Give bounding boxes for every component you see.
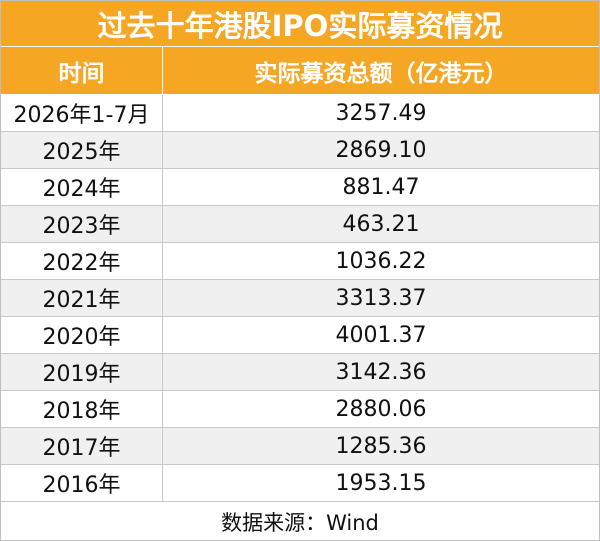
period-cell: 2019年 [1, 354, 163, 390]
table-row: 2023年 463.21 [1, 206, 599, 243]
period-cell: 2025年 [1, 132, 163, 168]
header-cell: 实际募资总额（亿港元） [254, 60, 508, 87]
period-cell: 2021年 [1, 280, 163, 316]
period-cell: 2017年 [1, 428, 163, 464]
table-row: 2025年 2869.10 [1, 132, 599, 169]
value-cell: 3313.37 [335, 285, 427, 311]
table: 时间 实际募资总额（亿港元） 2026年1-7月 3257.49 2025年 2869.1… [1, 47, 599, 502]
table-row: 2026年1-7月 3257.49 [1, 95, 599, 132]
value-cell: 1953.15 [335, 470, 427, 496]
period-cell: 2016年 [1, 465, 163, 501]
title: 过去十年港股IPO实际募资情况 [1, 1, 599, 47]
value-cell: 2869.10 [335, 137, 427, 163]
header-cell: 时间 [1, 47, 163, 94]
table-row: 2021年 3313.37 [1, 280, 599, 317]
table-row: 2018年 2880.06 [1, 391, 599, 428]
value-cell: 1285.36 [335, 433, 427, 459]
value-cell: 463.21 [342, 211, 420, 237]
period-cell: 2020年 [1, 317, 163, 353]
table-row: 2022年 1036.22 [1, 243, 599, 280]
table-row: 2017年 1285.36 [1, 428, 599, 465]
value-cell: 3257.49 [335, 100, 427, 126]
table-row: 2024年 881.47 [1, 169, 599, 206]
period-cell: 2023年 [1, 206, 163, 242]
value-cell: 2880.06 [335, 396, 427, 422]
period-cell: 2026年1-7月 [1, 95, 163, 131]
value-cell: 3142.36 [335, 359, 427, 385]
source-note: 数据来源：Wind [221, 510, 379, 535]
value-cell: 881.47 [342, 174, 420, 200]
table-row: 2016年 1953.15 [1, 465, 599, 502]
table-row: 2020年 4001.37 [1, 317, 599, 354]
period-cell: 2018年 [1, 391, 163, 427]
header-row: 时间 实际募资总额（亿港元） [1, 47, 599, 95]
period-cell: 2024年 [1, 169, 163, 205]
value-cell: 4001.37 [335, 322, 427, 348]
value-cell: 1036.22 [335, 248, 427, 274]
period-cell: 2022年 [1, 243, 163, 279]
table-row: 2019年 3142.36 [1, 354, 599, 391]
